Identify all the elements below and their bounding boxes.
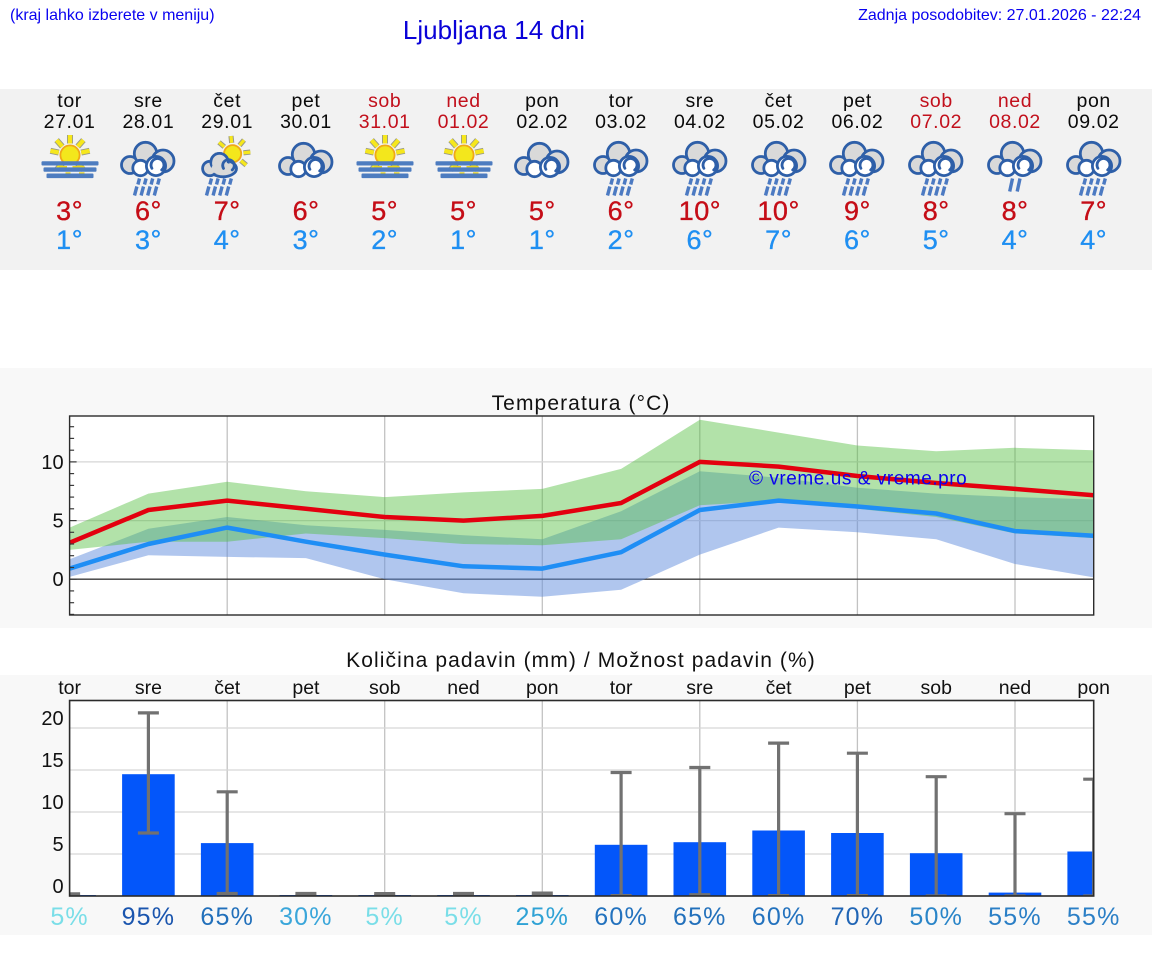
svg-text:pon: pon — [1077, 677, 1110, 699]
svg-text:0: 0 — [52, 569, 63, 591]
svg-text:sre: sre — [135, 677, 162, 699]
svg-text:čet: čet — [766, 677, 793, 699]
svg-text:5: 5 — [52, 511, 63, 533]
svg-text:ned: ned — [447, 677, 480, 699]
svg-text:10: 10 — [41, 792, 63, 814]
svg-text:5%: 5% — [365, 903, 404, 931]
svg-text:sob: sob — [369, 677, 401, 699]
svg-text:25%: 25% — [515, 903, 569, 931]
svg-text:5%: 5% — [50, 903, 89, 931]
svg-text:5: 5 — [52, 834, 63, 856]
svg-text:60%: 60% — [594, 903, 648, 931]
svg-text:sob: sob — [920, 677, 952, 699]
svg-text:čet: čet — [214, 677, 241, 699]
svg-text:ned: ned — [999, 677, 1032, 699]
svg-text:65%: 65% — [200, 903, 254, 931]
svg-text:50%: 50% — [909, 903, 963, 931]
svg-text:sre: sre — [686, 677, 713, 699]
svg-text:15: 15 — [41, 750, 63, 772]
svg-text:0: 0 — [52, 876, 63, 898]
svg-text:10: 10 — [41, 452, 63, 474]
svg-text:Količina padavin (mm) / Možnos: Količina padavin (mm) / Možnost padavin … — [346, 649, 816, 672]
svg-text:tor: tor — [610, 677, 633, 699]
svg-text:60%: 60% — [752, 903, 806, 931]
svg-text:© vreme.us & vreme.pro: © vreme.us & vreme.pro — [749, 469, 967, 490]
svg-text:Temperatura (°C): Temperatura (°C) — [492, 392, 671, 415]
svg-text:pon: pon — [526, 677, 559, 699]
svg-text:30%: 30% — [279, 903, 333, 931]
svg-text:5%: 5% — [444, 903, 483, 931]
svg-text:pet: pet — [844, 677, 872, 699]
svg-text:95%: 95% — [122, 903, 176, 931]
svg-text:70%: 70% — [831, 903, 885, 931]
svg-text:pet: pet — [292, 677, 320, 699]
svg-text:20: 20 — [41, 708, 63, 730]
svg-text:55%: 55% — [1067, 903, 1121, 931]
svg-text:55%: 55% — [988, 903, 1042, 931]
svg-text:tor: tor — [58, 677, 81, 699]
svg-text:65%: 65% — [673, 903, 727, 931]
